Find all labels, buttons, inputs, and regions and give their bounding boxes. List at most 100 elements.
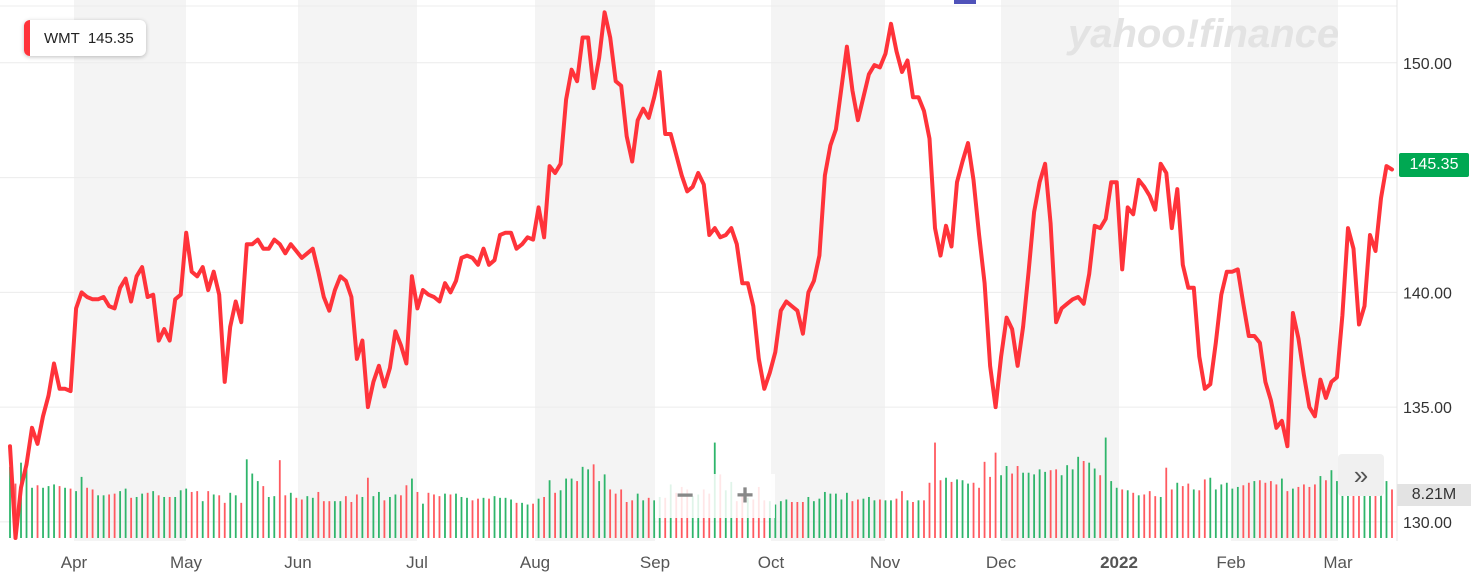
volume-bar	[223, 502, 226, 538]
volume-bar	[113, 493, 116, 538]
volume-bar	[1247, 482, 1250, 538]
volume-bar	[1275, 484, 1278, 538]
volume-bar	[190, 491, 193, 538]
volume-bar	[444, 493, 446, 538]
volume-bar	[978, 487, 980, 538]
volume-bar	[58, 486, 61, 538]
volume-bar	[901, 491, 903, 538]
volume-bar	[983, 461, 986, 538]
volume-bar	[80, 476, 83, 538]
range-marker[interactable]	[954, 0, 976, 4]
volume-bar	[807, 496, 810, 538]
volume-bar	[141, 493, 144, 538]
volume-bar	[267, 496, 270, 538]
volume-bar	[1011, 473, 1013, 538]
volume-bar	[229, 492, 232, 538]
volume-bar	[614, 493, 617, 538]
volume-bar	[1291, 488, 1294, 538]
volume-bar	[961, 480, 964, 538]
volume-bar	[245, 459, 248, 538]
volume-bar	[598, 481, 601, 538]
volume-bar	[1077, 456, 1080, 538]
volume-bar	[504, 497, 507, 538]
y-tick-label: 140.00	[1403, 285, 1452, 302]
volume-bar	[152, 491, 155, 538]
volume-bar	[47, 486, 50, 538]
symbol-legend[interactable]: WMT 145.35	[24, 20, 146, 56]
volume-bar	[609, 489, 612, 538]
volume-bar	[537, 498, 540, 538]
volume-bar	[460, 496, 463, 538]
zoom-out-button[interactable]: −	[676, 479, 694, 512]
volume-bar	[1093, 468, 1096, 538]
volume-bar	[422, 503, 424, 538]
x-axis-labels: Apr May Jun Jul Aug Sep Oct Nov Dec 2022 Feb Mar	[61, 553, 1353, 572]
volume-bar	[1055, 469, 1058, 538]
volume-bar	[923, 500, 925, 538]
volume-bar	[1110, 481, 1113, 538]
volume-bar	[823, 491, 826, 538]
gridlines	[0, 5, 1397, 523]
volume-bar	[868, 496, 870, 538]
volume-bar	[284, 495, 287, 538]
volume-bar	[543, 496, 545, 538]
volume-bar	[262, 486, 265, 538]
volume-bar	[477, 498, 479, 538]
volume-bar	[934, 442, 936, 538]
volume-bar	[317, 491, 320, 538]
volume-bar	[466, 497, 468, 538]
volume-bar	[31, 487, 33, 538]
x-tick-label: 2022	[1100, 553, 1138, 572]
volume-bar	[1269, 481, 1272, 538]
volume-bar	[1038, 469, 1041, 538]
volume-bar	[1082, 460, 1085, 538]
volume-bar	[790, 502, 793, 538]
volume-bar	[1016, 466, 1019, 538]
volume-bar	[862, 498, 865, 538]
volume-bar	[967, 483, 969, 538]
volume-bar	[1336, 481, 1338, 538]
volume-bar	[146, 492, 149, 538]
volume-bar	[1253, 481, 1256, 538]
volume-bar	[1198, 490, 1201, 538]
volume-bar	[86, 487, 88, 538]
volume-bar	[994, 452, 997, 538]
volume-bar	[912, 502, 914, 538]
volume-bar	[565, 478, 568, 538]
zoom-in-button[interactable]: +	[736, 479, 754, 512]
volume-bar	[64, 487, 66, 538]
month-band	[535, 0, 655, 541]
volume-bar	[433, 494, 435, 538]
volume-bar	[1033, 474, 1036, 538]
volume-bar	[548, 480, 551, 538]
y-tick-label: 135.00	[1403, 400, 1452, 417]
volume-bar	[768, 501, 771, 538]
volume-bar	[212, 494, 215, 538]
price-line	[8, 10, 1394, 540]
volume-bar	[256, 481, 259, 538]
legend-color-swatch	[24, 20, 30, 56]
volume-bar	[201, 501, 204, 538]
volume-bar	[939, 480, 942, 538]
volume-bar	[1319, 476, 1322, 538]
volume-bar	[1132, 492, 1135, 538]
volume-bar	[438, 496, 441, 538]
x-tick-label: Aug	[520, 553, 550, 572]
volume-bar	[1258, 480, 1261, 538]
jump-to-end-button[interactable]: »	[1338, 454, 1384, 496]
x-tick-label: Nov	[870, 553, 901, 572]
x-tick-label: Jul	[406, 553, 428, 572]
legend-symbol: WMT	[44, 29, 80, 47]
volume-bar	[42, 487, 44, 538]
volume-bar	[884, 500, 887, 538]
volume-bar	[1264, 482, 1267, 538]
volume-bar	[322, 501, 325, 538]
x-tick-label: Feb	[1216, 553, 1245, 572]
volume-bar	[179, 490, 182, 538]
volume-bar	[796, 502, 799, 538]
volume-bar	[1148, 491, 1151, 538]
volume-bar	[581, 466, 584, 538]
volume-bar	[1143, 494, 1146, 538]
